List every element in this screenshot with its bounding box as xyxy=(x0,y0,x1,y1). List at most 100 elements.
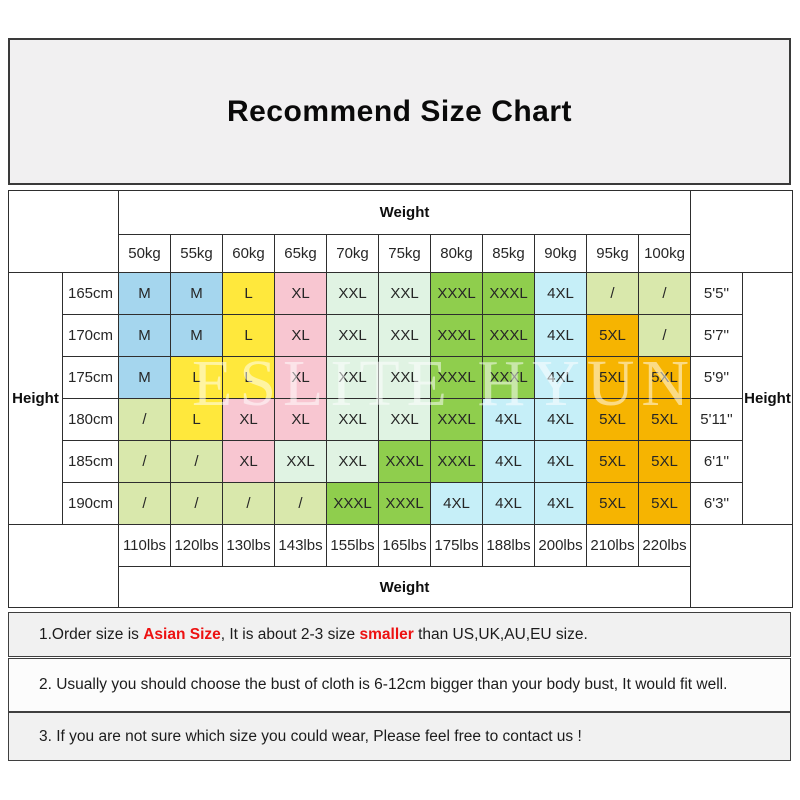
size-cell: 5XL xyxy=(637,356,692,399)
lbs-footer-cell: 220lbs xyxy=(637,524,692,567)
size-cell: 4XL xyxy=(534,398,587,441)
corner-top-right xyxy=(690,190,794,273)
size-cell: 4XL xyxy=(534,272,587,315)
kg-header-cell: 75kg xyxy=(378,234,431,273)
kg-header-cell: 60kg xyxy=(222,234,275,273)
size-cell: 4XL xyxy=(534,314,587,357)
size-cell: / xyxy=(637,314,692,357)
lbs-footer-cell: 155lbs xyxy=(326,524,379,567)
size-cell: 4XL xyxy=(534,482,587,525)
size-cell: 4XL xyxy=(430,482,483,525)
size-cell: XXXL xyxy=(482,314,535,357)
height-label-right: Height xyxy=(742,272,794,525)
lbs-footer-cell: 175lbs xyxy=(430,524,483,567)
size-cell: / xyxy=(118,440,171,483)
size-cell: XXL xyxy=(378,398,431,441)
note-contact-us: 3. If you are not sure which size you co… xyxy=(8,712,791,761)
note-bust-advice: 2. Usually you should choose the bust of… xyxy=(8,658,791,712)
size-cell: XXL xyxy=(378,356,431,399)
size-cell: 5XL xyxy=(637,482,692,525)
height-cm-cell: 165cm xyxy=(62,272,119,315)
size-cell: 4XL xyxy=(482,440,535,483)
size-cell: XL xyxy=(274,272,327,315)
size-cell: XXL xyxy=(378,272,431,315)
size-cell: 5XL xyxy=(586,398,639,441)
note-highlight: Asian Size xyxy=(143,625,221,643)
height-feet-cell: 6'1'' xyxy=(690,440,744,483)
note-segment: 2. Usually you should choose the bust of… xyxy=(39,676,728,693)
size-cell: M xyxy=(118,272,171,315)
size-cell: 4XL xyxy=(482,482,535,525)
size-cell: M xyxy=(118,314,171,357)
size-cell: XL xyxy=(222,398,275,441)
size-cell: XXXL xyxy=(378,482,431,525)
size-cell: XL xyxy=(274,356,327,399)
size-cell: L xyxy=(222,314,275,357)
kg-header-cell: 50kg xyxy=(118,234,171,273)
note-text: 1.Order size is Asian Size, It is about … xyxy=(39,626,588,644)
size-cell: XXL xyxy=(378,314,431,357)
note-segment: 1.Order size is xyxy=(39,625,144,643)
size-cell: XXXL xyxy=(430,272,483,315)
size-cell: 4XL xyxy=(534,356,587,399)
height-cm-cell: 175cm xyxy=(62,356,119,399)
title-box: Recommend Size Chart xyxy=(8,38,791,185)
size-cell: 4XL xyxy=(534,440,587,483)
size-cell: / xyxy=(170,482,223,525)
kg-header-cell: 55kg xyxy=(170,234,223,273)
corner-bottom-left xyxy=(8,524,119,608)
size-cell: XXL xyxy=(326,440,379,483)
lbs-footer-cell: 210lbs xyxy=(586,524,639,567)
kg-header-cell: 70kg xyxy=(326,234,379,273)
note-text: 2. Usually you should choose the bust of… xyxy=(39,676,727,694)
size-cell: / xyxy=(274,482,327,525)
note-segment: 3. If you are not sure which size you co… xyxy=(39,727,582,745)
size-cell: XXL xyxy=(326,272,379,315)
size-cell: XXXL xyxy=(378,440,431,483)
lbs-footer-cell: 200lbs xyxy=(534,524,587,567)
size-cell: XXXL xyxy=(482,272,535,315)
weight-header-bottom: Weight xyxy=(117,566,692,608)
size-cell: L xyxy=(222,272,275,315)
height-cm-cell: 185cm xyxy=(62,440,119,483)
kg-header-cell: 90kg xyxy=(534,234,587,273)
size-cell: L xyxy=(170,398,223,441)
lbs-footer-cell: 188lbs xyxy=(482,524,535,567)
size-cell: XXXL xyxy=(430,398,483,441)
lbs-footer-cell: 130lbs xyxy=(222,524,275,567)
size-cell: M xyxy=(118,356,171,399)
size-cell: XXL xyxy=(326,356,379,399)
size-cell: / xyxy=(118,482,171,525)
corner-top-left xyxy=(8,190,119,273)
size-cell: 5XL xyxy=(586,440,639,483)
note-segment: , It is about 2-3 size xyxy=(220,625,360,643)
lbs-footer-cell: 110lbs xyxy=(118,524,171,567)
height-feet-cell: 5'11'' xyxy=(690,398,744,441)
size-cell: M xyxy=(170,314,223,357)
note-segment: than US,UK,AU,EU size. xyxy=(413,625,588,643)
size-cell: XXL xyxy=(326,398,379,441)
size-cell: L xyxy=(170,356,223,399)
size-cell: XXXL xyxy=(430,314,483,357)
note-highlight: smaller xyxy=(359,625,414,643)
height-cm-cell: 180cm xyxy=(62,398,119,441)
size-cell: XL xyxy=(274,398,327,441)
size-cell: 4XL xyxy=(482,398,535,441)
height-feet-cell: 5'7'' xyxy=(690,314,744,357)
lbs-footer-cell: 165lbs xyxy=(378,524,431,567)
size-cell: XXXL xyxy=(482,356,535,399)
size-cell: XXL xyxy=(274,440,327,483)
size-cell: XL xyxy=(274,314,327,357)
size-cell: XXXL xyxy=(430,356,483,399)
height-feet-cell: 6'3'' xyxy=(690,482,744,525)
note-text: 3. If you are not sure which size you co… xyxy=(39,728,582,746)
kg-header-cell: 65kg xyxy=(274,234,327,273)
size-cell: XL xyxy=(222,440,275,483)
size-cell: XXXL xyxy=(430,440,483,483)
height-feet-cell: 5'5'' xyxy=(690,272,744,315)
size-cell: XXXL xyxy=(326,482,379,525)
size-chart-table: Weight 50kg 55kg 60kg 65kg 70kg 75kg 80kg 85kg 90… xyxy=(8,190,794,608)
height-label-left: Height xyxy=(8,272,63,525)
page-title: Recommend Size Chart xyxy=(226,94,573,128)
size-cell: L xyxy=(222,356,275,399)
